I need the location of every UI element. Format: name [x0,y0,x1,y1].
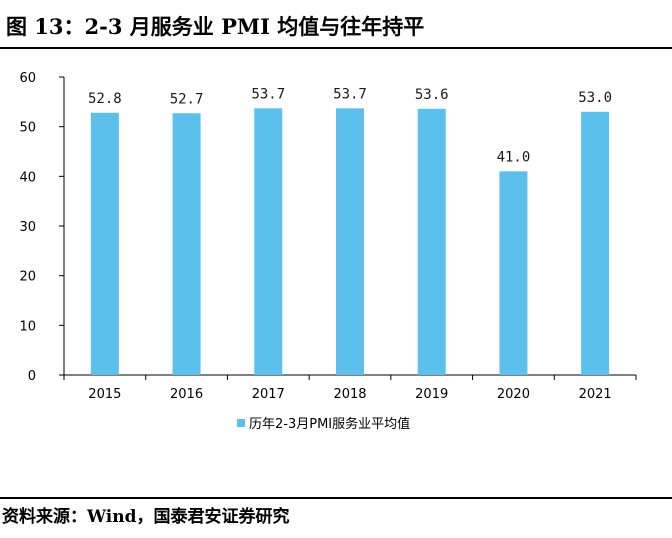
y-tick-label: 10 [19,319,36,334]
data-label: 53.7 [333,86,367,102]
bar [254,108,283,375]
bar [499,171,528,375]
y-axis: 0 10 20 30 40 50 60 [19,71,65,384]
legend-label: 历年2-3月PMI服务业平均值 [249,416,410,432]
data-label: 53.7 [251,86,285,102]
data-labels: 52.8 52.7 53.7 53.7 53.6 41.0 53.0 [88,86,612,165]
y-tick-label: 50 [19,121,36,136]
x-tick-label: 2016 [170,387,203,402]
source-note: 资料来源：Wind，国泰君安证券研究 [2,507,290,527]
data-label: 41.0 [497,149,531,165]
y-tick-label: 0 [28,369,36,384]
title-divider [0,47,672,49]
x-tick-label: 2020 [497,387,530,402]
x-axis: 2015 2016 2017 2018 2019 2020 2021 [63,374,637,402]
data-label: 53.0 [578,90,612,106]
y-tick-label: 20 [19,270,36,285]
data-label: 52.7 [170,91,204,107]
data-label: 53.6 [415,87,449,103]
x-tick-label: 2019 [415,387,448,402]
bar [581,111,610,375]
y-tick-label: 40 [19,170,36,185]
source-divider [0,497,672,499]
x-tick-label: 2017 [252,387,285,402]
legend-swatch [237,419,245,427]
x-tick-label: 2021 [579,387,612,402]
bar [90,112,119,375]
bar [417,108,446,375]
figure-title: 图 13：2-3 月服务业 PMI 均值与往年持平 [6,14,425,39]
data-label: 52.8 [88,91,122,107]
y-tick-label: 30 [19,220,36,235]
bar [336,108,364,375]
bar [172,113,201,376]
x-tick-label: 2018 [333,387,366,402]
bar-series [90,108,610,376]
legend: 历年2-3月PMI服务业平均值 [237,416,410,432]
x-tick-label: 2015 [88,387,121,402]
y-tick-label: 60 [19,71,36,86]
